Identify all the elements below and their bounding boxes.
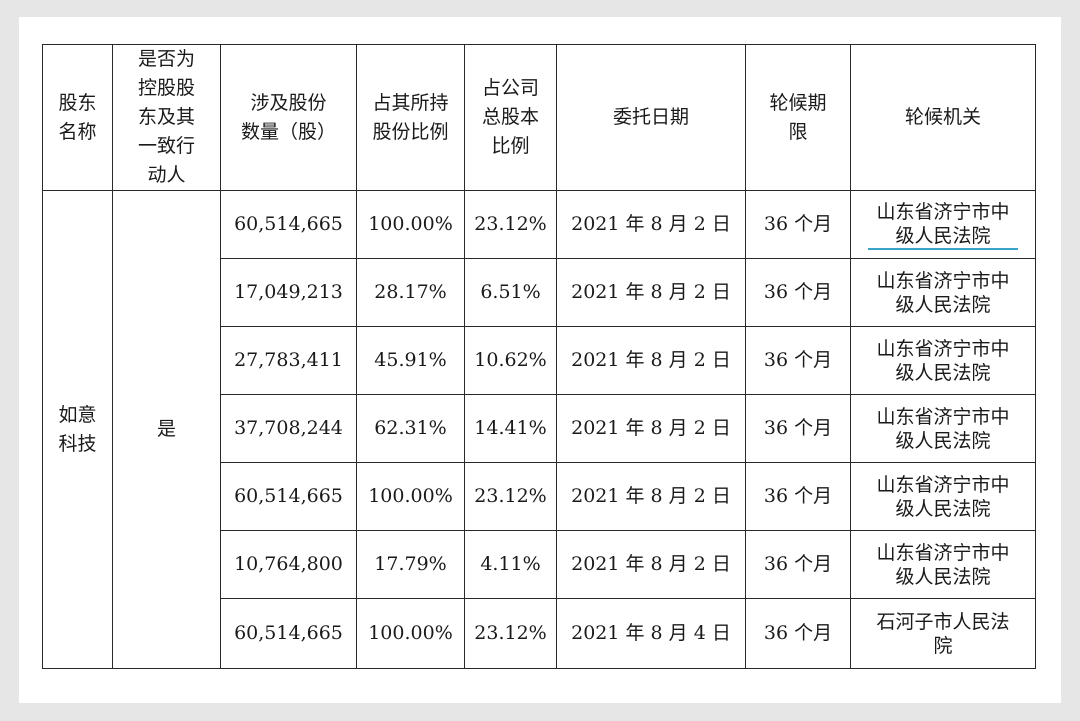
header-is-controlling: 是否为 控股股 东及其 一致行 动人	[112, 44, 221, 191]
pct-held-cell: 28.17%	[356, 258, 465, 327]
pct-total-cell: 23.12%	[464, 190, 557, 259]
period-cell: 36 个月	[745, 462, 851, 531]
date-cell: 2021 年 8 月 2 日	[556, 190, 746, 259]
header-shareholder-name: 股东 名称	[42, 44, 113, 191]
pct-total-cell: 6.51%	[464, 258, 557, 327]
date-cell: 2021 年 8 月 2 日	[556, 326, 746, 395]
pct-total-cell: 23.12%	[464, 462, 557, 531]
period-cell: 36 个月	[745, 190, 851, 259]
court-link[interactable]: 山东省济宁市中级人民法院	[868, 200, 1018, 250]
header-court: 轮候机关	[850, 44, 1036, 191]
shares-cell: 37,708,244	[220, 394, 357, 463]
shareholder-name-cell: 如意 科技	[42, 190, 113, 669]
header-pct-of-total: 占公司 总股本 比例	[464, 44, 557, 191]
court-cell: 山东省济宁市中级人民法院	[850, 462, 1036, 531]
document-frame: 股东 名称 是否为 控股股 东及其 一致行 动人 涉及股份 数量（股） 占其所持…	[19, 17, 1061, 703]
pct-held-cell: 100.00%	[356, 462, 465, 531]
header-entrust-date: 委托日期	[556, 44, 746, 191]
table-row: 60,514,665 100.00% 23.12% 2021 年 8 月 2 日…	[43, 462, 1036, 531]
header-pct-of-held: 占其所持 股份比例	[356, 44, 465, 191]
pct-held-cell: 100.00%	[356, 598, 465, 669]
shares-cell: 60,514,665	[220, 190, 357, 259]
court-cell[interactable]: 山东省济宁市中级人民法院	[850, 190, 1036, 259]
date-cell: 2021 年 8 月 2 日	[556, 530, 746, 599]
shares-cell: 10,764,800	[220, 530, 357, 599]
period-cell: 36 个月	[745, 598, 851, 669]
court-cell: 山东省济宁市中级人民法院	[850, 326, 1036, 395]
period-cell: 36 个月	[745, 258, 851, 327]
court-cell: 石河子市人民法院	[850, 598, 1036, 669]
pct-held-cell: 17.79%	[356, 530, 465, 599]
pct-held-cell: 100.00%	[356, 190, 465, 259]
share-freeze-table: 股东 名称 是否为 控股股 东及其 一致行 动人 涉及股份 数量（股） 占其所持…	[42, 44, 1036, 669]
shares-cell: 17,049,213	[220, 258, 357, 327]
court-cell: 山东省济宁市中级人民法院	[850, 530, 1036, 599]
period-cell: 36 个月	[745, 326, 851, 395]
date-cell: 2021 年 8 月 2 日	[556, 394, 746, 463]
court-cell: 山东省济宁市中级人民法院	[850, 258, 1036, 327]
table-row: 27,783,411 45.91% 10.62% 2021 年 8 月 2 日 …	[43, 326, 1036, 395]
shares-cell: 60,514,665	[220, 598, 357, 669]
pct-total-cell: 4.11%	[464, 530, 557, 599]
pct-total-cell: 10.62%	[464, 326, 557, 395]
date-cell: 2021 年 8 月 4 日	[556, 598, 746, 669]
pct-total-cell: 14.41%	[464, 394, 557, 463]
header-shares-involved: 涉及股份 数量（股）	[220, 44, 357, 191]
header-row: 股东 名称 是否为 控股股 东及其 一致行 动人 涉及股份 数量（股） 占其所持…	[42, 44, 1036, 191]
is-controlling-cell: 是	[112, 190, 221, 669]
shares-cell: 27,783,411	[220, 326, 357, 395]
shares-cell: 60,514,665	[220, 462, 357, 531]
date-cell: 2021 年 8 月 2 日	[556, 462, 746, 531]
table-row: 如意 科技 是 60,514,665 100.00% 23.12% 2021 年…	[42, 190, 1036, 669]
period-cell: 36 个月	[745, 394, 851, 463]
pct-held-cell: 45.91%	[356, 326, 465, 395]
period-cell: 36 个月	[745, 530, 851, 599]
court-cell: 山东省济宁市中级人民法院	[850, 394, 1036, 463]
header-wait-period: 轮候期 限	[745, 44, 851, 191]
date-cell: 2021 年 8 月 2 日	[556, 258, 746, 327]
pct-held-cell: 62.31%	[356, 394, 465, 463]
table-row: 60,514,665 100.00% 23.12% 2021 年 8 月 4 日…	[43, 598, 1036, 669]
table-row: 37,708,244 62.31% 14.41% 2021 年 8 月 2 日 …	[43, 394, 1036, 463]
table-row: 17,049,213 28.17% 6.51% 2021 年 8 月 2 日 3…	[43, 258, 1036, 327]
pct-total-cell: 23.12%	[464, 598, 557, 669]
